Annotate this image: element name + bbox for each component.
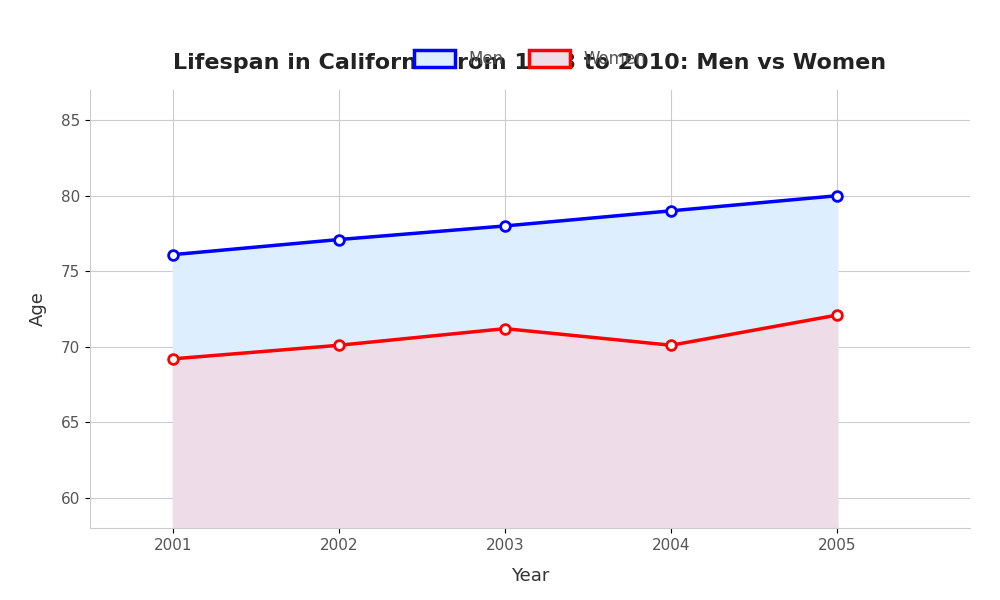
Legend: Men, Women: Men, Women xyxy=(405,41,655,76)
X-axis label: Year: Year xyxy=(511,566,549,584)
Y-axis label: Age: Age xyxy=(29,292,47,326)
Title: Lifespan in California from 1983 to 2010: Men vs Women: Lifespan in California from 1983 to 2010… xyxy=(173,53,887,73)
